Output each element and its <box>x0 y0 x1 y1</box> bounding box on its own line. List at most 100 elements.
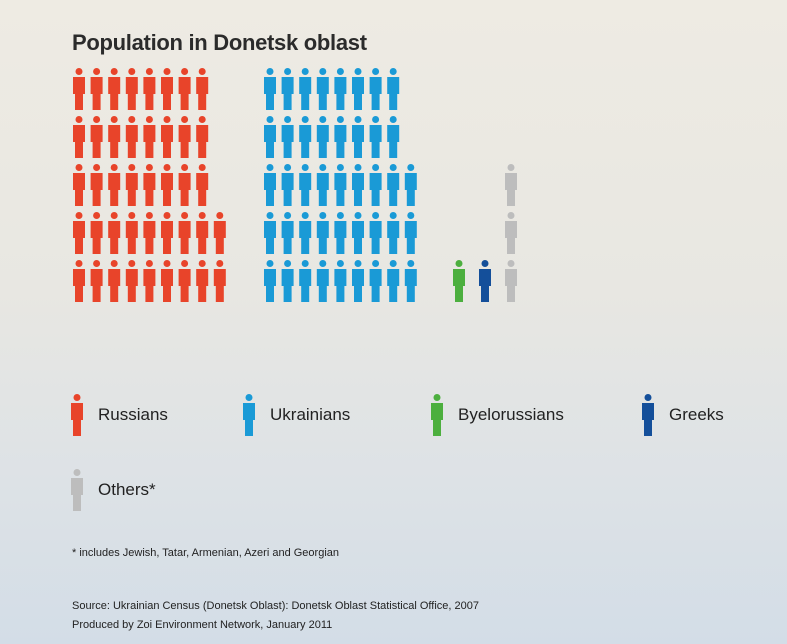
legend-item-others: Others* <box>70 469 270 511</box>
person-icon <box>161 116 173 158</box>
person-icon-head <box>245 394 253 401</box>
person-icon-head <box>644 394 652 401</box>
person-icon <box>125 68 138 110</box>
person-icon <box>264 164 276 206</box>
person-icon <box>505 164 517 206</box>
person-icon <box>387 68 400 110</box>
legend-item-russians: Russians <box>70 394 270 436</box>
person-icon <box>281 68 294 110</box>
person-icon <box>196 212 209 254</box>
person-icon <box>334 212 347 254</box>
person-icon <box>281 116 294 158</box>
person-icon <box>316 260 329 302</box>
person-icon-head <box>433 394 441 401</box>
person-icon <box>352 68 364 110</box>
person-icon <box>316 68 329 110</box>
person-icon <box>71 469 83 511</box>
person-icon <box>453 260 465 302</box>
person-icon <box>316 164 329 206</box>
person-icon <box>143 164 156 206</box>
legend-label: Others* <box>98 480 156 499</box>
person-icon <box>479 260 491 302</box>
person-icon <box>143 260 156 302</box>
person-icon <box>642 394 654 436</box>
person-icon <box>161 164 173 206</box>
person-icon <box>196 116 209 158</box>
person-icon <box>213 212 226 254</box>
legend-item-byelorussians: Byelorussians <box>430 394 630 436</box>
person-icon <box>352 164 364 206</box>
person-icon <box>125 260 138 302</box>
person-icon <box>334 260 347 302</box>
person-icon <box>387 164 400 206</box>
person-icon <box>161 68 173 110</box>
person-icon <box>143 212 156 254</box>
person-icon <box>369 164 382 206</box>
person-icon <box>90 68 103 110</box>
source-note: Source: Ukrainian Census (Donetsk Oblast… <box>72 600 479 612</box>
person-icon <box>178 212 191 254</box>
credit-note: Produced by Zoi Environment Network, Jan… <box>72 619 333 631</box>
person-icon <box>143 116 156 158</box>
person-icon <box>178 260 191 302</box>
person-icon-body <box>71 478 83 511</box>
person-icon <box>404 164 417 206</box>
person-icon-body <box>243 403 255 436</box>
pictogram <box>73 68 517 302</box>
person-icon <box>299 212 312 254</box>
legend-label: Greeks <box>669 405 724 424</box>
person-icon <box>316 116 329 158</box>
person-icon <box>178 116 191 158</box>
person-icon <box>125 164 138 206</box>
person-icon <box>125 116 138 158</box>
person-icon <box>352 116 364 158</box>
person-icon-body <box>642 403 654 436</box>
person-icon <box>90 164 103 206</box>
person-icon <box>73 260 85 302</box>
person-icon <box>281 260 294 302</box>
legend-item-greeks: Greeks <box>641 394 761 436</box>
person-icon <box>299 164 312 206</box>
person-icon <box>264 116 276 158</box>
legend-label: Byelorussians <box>458 405 564 424</box>
legend-item-ukrainians: Ukrainians <box>242 394 442 436</box>
person-icon <box>243 394 255 436</box>
person-icon <box>316 212 329 254</box>
person-icon <box>143 68 156 110</box>
chart-title: Population in Donetsk oblast <box>72 30 367 55</box>
person-icon <box>369 116 382 158</box>
person-icon <box>178 164 191 206</box>
person-icon <box>73 116 85 158</box>
person-icon <box>369 68 382 110</box>
person-icon <box>73 212 85 254</box>
legend-label: Russians <box>98 405 168 424</box>
person-icon <box>161 212 173 254</box>
person-icon <box>505 212 517 254</box>
person-icon <box>125 212 138 254</box>
person-icon-head <box>73 394 81 401</box>
person-icon <box>71 394 83 436</box>
person-icon <box>196 68 209 110</box>
person-icon <box>334 68 347 110</box>
person-icon <box>264 260 276 302</box>
footnote: * includes Jewish, Tatar, Armenian, Azer… <box>72 547 340 559</box>
person-icon <box>387 116 400 158</box>
person-icon <box>299 68 312 110</box>
person-icon <box>431 394 443 436</box>
person-icon-body <box>71 403 83 436</box>
person-icon <box>505 260 517 302</box>
person-icon <box>196 164 209 206</box>
person-icon <box>387 260 400 302</box>
person-icon <box>281 212 294 254</box>
person-icon <box>108 116 121 158</box>
person-icon <box>108 212 121 254</box>
person-icon <box>334 164 347 206</box>
person-icon <box>281 164 294 206</box>
person-icon <box>299 116 312 158</box>
person-icon <box>90 260 103 302</box>
person-icon <box>334 116 347 158</box>
person-icon <box>213 260 226 302</box>
person-icon <box>369 212 382 254</box>
person-icon <box>299 260 312 302</box>
